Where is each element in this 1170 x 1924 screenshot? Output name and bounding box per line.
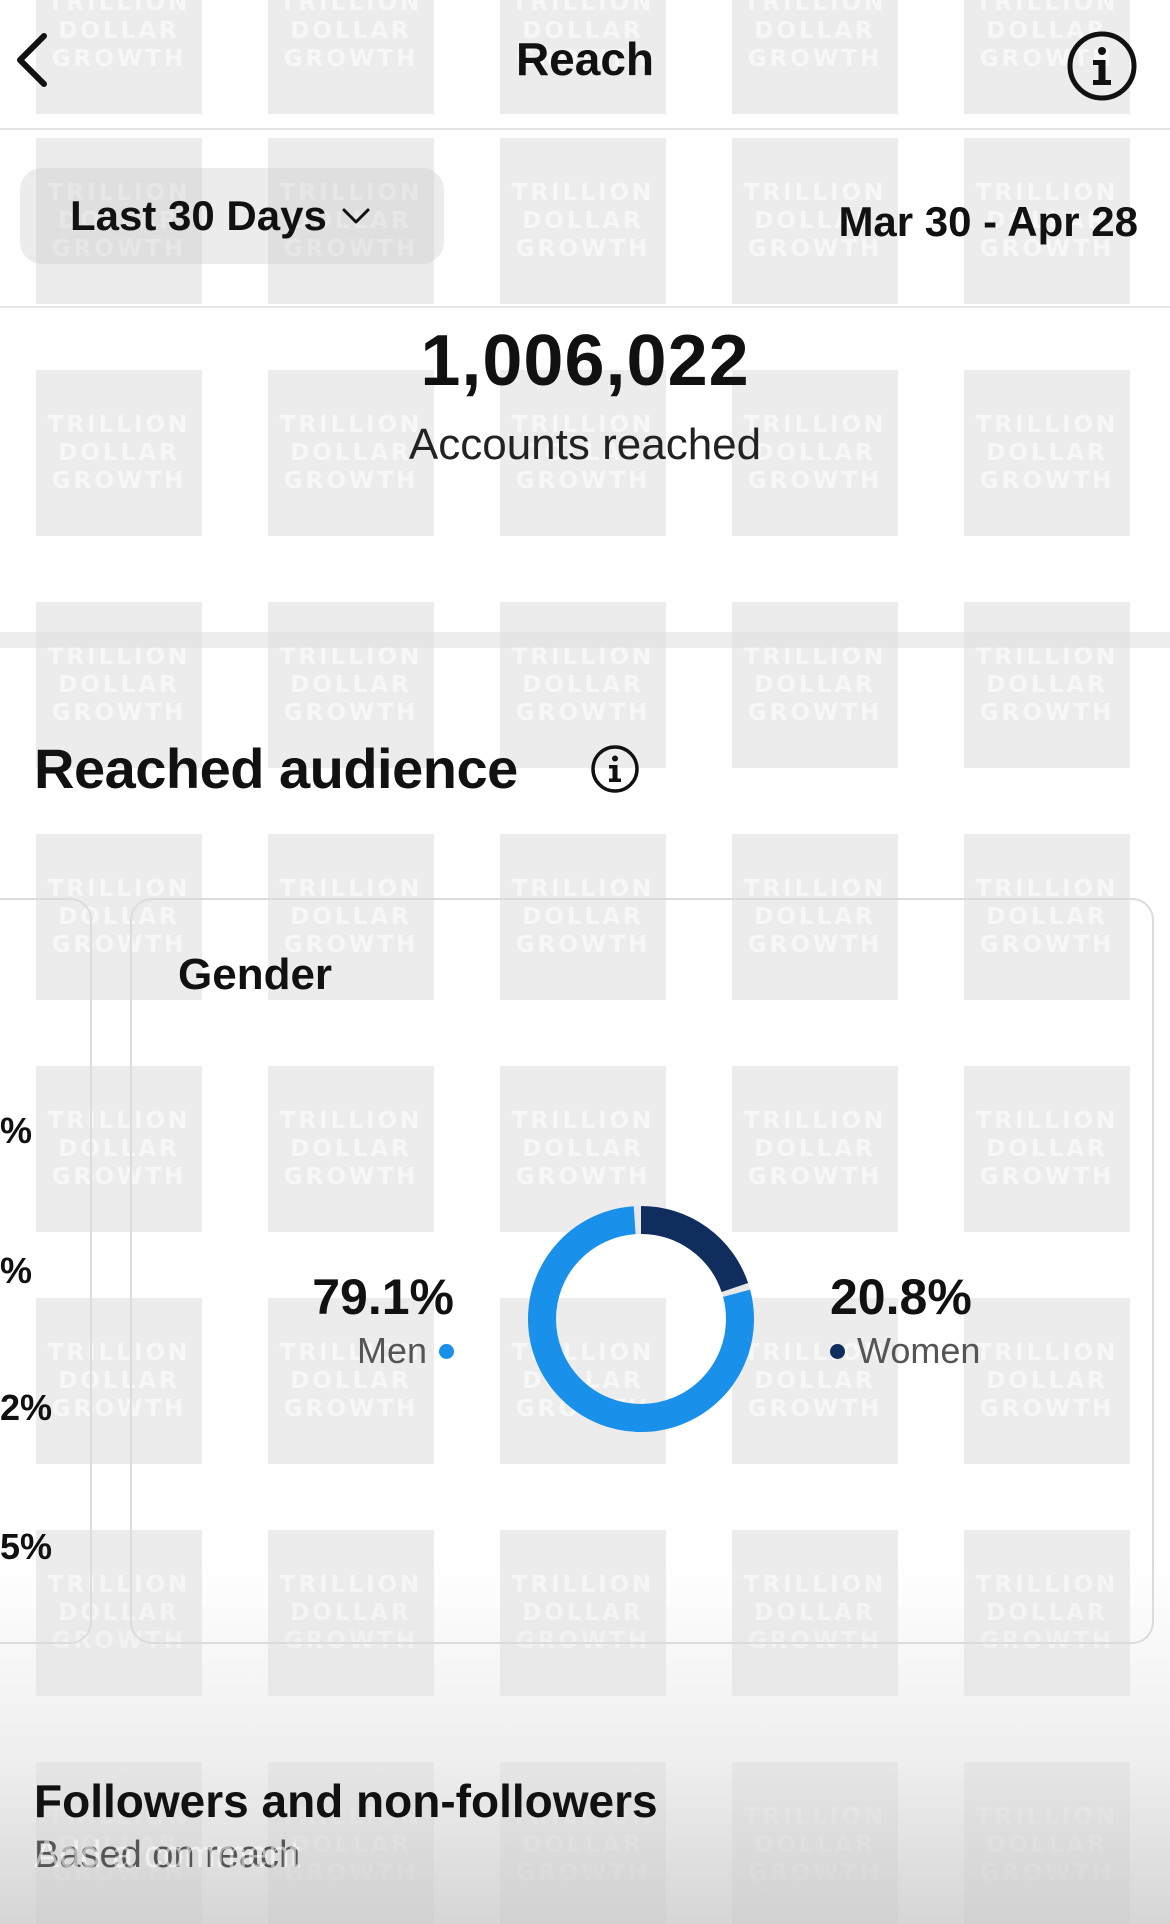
men-percent: 79.1% — [312, 1269, 454, 1325]
date-range-text: Mar 30 - Apr 28 — [838, 198, 1138, 245]
men-label: Men — [356, 1330, 427, 1371]
accounts-reached-label: Accounts reached — [408, 420, 762, 469]
date-filter-label: Last 30 Days — [70, 192, 327, 239]
page-title: Reach — [515, 33, 655, 85]
age-percent-3: 2% — [0, 1387, 53, 1428]
add-comment-overlay[interactable]: Add a comment — [34, 1834, 301, 1876]
accounts-reached-value: 1,006,022 — [420, 321, 750, 401]
age-percent-4: 5% — [0, 1526, 53, 1567]
reached-audience-title: Reached audience — [34, 737, 518, 800]
men-legend-dot — [439, 1343, 454, 1359]
chevron-down-icon — [342, 208, 370, 224]
women-label: Women — [857, 1330, 981, 1371]
info-icon[interactable] — [1066, 30, 1138, 102]
filter-divider — [0, 306, 1170, 308]
women-percent: 20.8% — [830, 1269, 972, 1325]
gender-card-title: Gender — [178, 950, 333, 999]
age-percent-2: % — [0, 1250, 33, 1291]
info-icon[interactable] — [590, 744, 640, 794]
gender-donut-chart — [528, 1206, 754, 1432]
women-legend-dot — [830, 1343, 845, 1359]
followers-section-title: Followers and non-followers — [34, 1775, 658, 1827]
date-filter-dropdown[interactable]: Last 30 Days — [20, 168, 444, 264]
men-stat: 79.1% Men — [260, 1268, 454, 1372]
header-divider — [0, 128, 1170, 130]
women-stat: 20.8% Women — [830, 1268, 980, 1372]
section-separator — [0, 632, 1170, 648]
age-percent-1: % — [0, 1110, 33, 1151]
